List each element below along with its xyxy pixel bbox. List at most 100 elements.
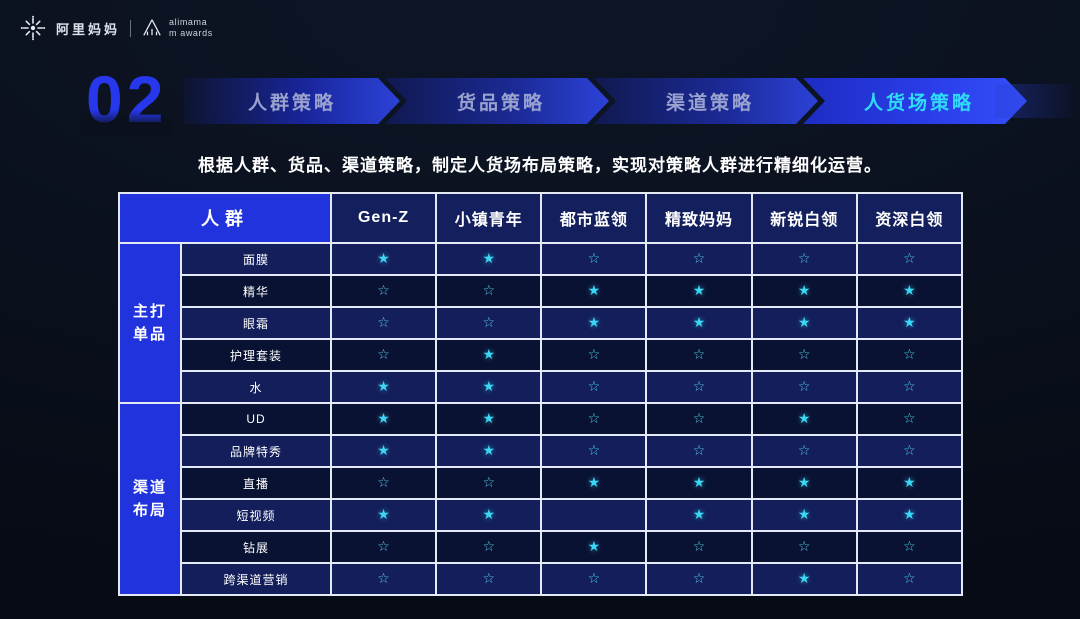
rating-star-outline: ☆ — [750, 338, 858, 372]
rating-star-outline: ☆ — [540, 562, 648, 596]
rating-star-outline: ☆ — [855, 562, 964, 596]
row-label: 面膜 — [180, 242, 332, 276]
rating-star-outline: ☆ — [855, 530, 964, 564]
rating-star-filled: ★ — [855, 274, 964, 308]
table-row: 水 ★ ★ ☆ ☆ ☆ ☆ — [119, 370, 964, 404]
rating-star-outline: ☆ — [855, 242, 964, 276]
rating-star-outline: ☆ — [750, 434, 858, 468]
row-label: 眼霜 — [180, 306, 332, 340]
rating-star-filled: ★ — [855, 498, 964, 532]
rating-star-outline: ☆ — [750, 530, 858, 564]
rating-star-outline: ☆ — [329, 338, 438, 372]
group-label: 主打单品 — [118, 242, 182, 404]
strategy-matrix: 人群 Gen-Z 小镇青年 都市蓝领 精致妈妈 新锐白领 资深白领 主打单品 面膜 ★ ★ ☆ ☆ ☆ ☆ 精… — [118, 192, 964, 596]
rating-star-outline: ☆ — [645, 370, 753, 404]
row-label: 品牌特秀 — [180, 434, 332, 468]
rating-star-filled: ★ — [750, 466, 858, 500]
rating-star-filled: ★ — [750, 562, 858, 596]
rating-star-outline: ☆ — [435, 274, 543, 308]
row-label: 短视频 — [180, 498, 332, 532]
header-col-2: 小镇青年 — [435, 192, 543, 244]
row-label: UD — [180, 402, 332, 436]
rating-star-filled: ★ — [435, 242, 543, 276]
rating-star-filled: ★ — [750, 274, 858, 308]
row-label: 跨渠道营销 — [180, 562, 332, 596]
header-col-6: 资深白领 — [855, 192, 964, 244]
strategy-table: 人群 Gen-Z 小镇青年 都市蓝领 精致妈妈 新锐白领 资深白领 主打单品 面膜 ★ ★ ☆ ☆ ☆ ☆ 精… — [118, 192, 964, 596]
m-awards-logo: alimama m awards — [141, 17, 213, 40]
rating-star-outline: ☆ — [540, 242, 648, 276]
rating-star-filled: ★ — [435, 338, 543, 372]
row-label: 钻展 — [180, 530, 332, 564]
rating-star-outline: ☆ — [329, 530, 438, 564]
table-row: 主打单品 面膜 ★ ★ ☆ ☆ ☆ ☆ — [118, 242, 964, 404]
rating-star-filled: ★ — [540, 306, 648, 340]
rating-star-outline: ☆ — [540, 338, 648, 372]
rating-star-outline: ☆ — [855, 434, 964, 468]
rating-star-outline: ☆ — [855, 402, 964, 436]
tab-audience-strategy[interactable]: 人群策略 — [184, 78, 400, 124]
rating-star-filled: ★ — [540, 530, 648, 564]
header-row: 人群 Gen-Z 小镇青年 都市蓝领 精致妈妈 新锐白领 资深白领 — [118, 192, 964, 244]
table-row: 直播 ☆ ☆ ★ ★ ★ ★ — [119, 466, 964, 500]
section-nav: 02 人群策略 货品策略 渠道策略 人货场策略 — [0, 66, 1080, 136]
m-awards-mountain-icon — [143, 19, 161, 36]
rating-star-outline: ☆ — [645, 242, 753, 276]
rating-star-outline: ☆ — [645, 402, 753, 436]
rating-star-outline: ☆ — [645, 434, 753, 468]
rating-star-outline: ☆ — [435, 562, 543, 596]
rating-star-outline: ☆ — [435, 466, 543, 500]
row-label: 直播 — [180, 466, 332, 500]
rating-star-outline: ☆ — [540, 402, 648, 436]
table-row: 护理套装 ☆ ★ ☆ ☆ ☆ ☆ — [119, 338, 964, 372]
rating-star-filled: ★ — [329, 434, 438, 468]
tab-product-strategy[interactable]: 货品策略 — [385, 78, 609, 124]
brand-bar: 阿里妈妈 alimama m awards — [20, 15, 213, 41]
table-row: 短视频 ★ ★ ★ ★ ★ — [119, 498, 964, 532]
table-row: 眼霜 ☆ ☆ ★ ★ ★ ★ — [119, 306, 964, 340]
rating-star-filled: ★ — [750, 498, 858, 532]
rating-star-filled: ★ — [329, 370, 438, 404]
rating-star-filled: ★ — [329, 498, 438, 532]
row-label: 水 — [180, 370, 332, 404]
rating-star-filled: ★ — [750, 402, 858, 436]
section-number: 02 — [79, 62, 174, 136]
rating-star-filled: ★ — [435, 370, 543, 404]
tab-people-goods-place-strategy[interactable]: 人货场策略 — [803, 78, 1027, 124]
header-col-4: 精致妈妈 — [645, 192, 753, 244]
m-awards-text: alimama m awards — [169, 16, 213, 38]
rating-star-filled: ★ — [435, 434, 543, 468]
rating-star-filled: ★ — [540, 466, 648, 500]
slide-subtitle: 根据人群、货品、渠道策略，制定人货场布局策略，实现对策略人群进行精细化运营。 — [198, 156, 882, 175]
rating-star-outline: ☆ — [435, 306, 543, 340]
rating-star-filled: ★ — [540, 274, 648, 308]
rating-star-filled: ★ — [855, 466, 964, 500]
rating-star-filled: ★ — [750, 306, 858, 340]
rating-star-filled: ★ — [645, 498, 753, 532]
row-label: 精华 — [180, 274, 332, 308]
rating-star-filled: ★ — [435, 402, 543, 436]
strategy-tabs: 人群策略 货品策略 渠道策略 人货场策略 — [184, 78, 1027, 124]
header-col-1: Gen-Z — [329, 192, 438, 244]
rating-star-filled: ★ — [329, 242, 438, 276]
rating-star-outline: ☆ — [855, 370, 964, 404]
rating-star-outline: ☆ — [329, 306, 438, 340]
rating-star-outline: ☆ — [540, 370, 648, 404]
header-col-3: 都市蓝领 — [540, 192, 648, 244]
rating-star-outline: ☆ — [329, 466, 438, 500]
rating-star-filled: ★ — [855, 306, 964, 340]
rating-star-filled: ★ — [645, 466, 753, 500]
alimama-logo-text: 阿里妈妈 — [56, 21, 121, 37]
rating-star-outline: ☆ — [750, 242, 858, 276]
rating-star-outline: ☆ — [435, 530, 543, 564]
header-col-5: 新锐白领 — [750, 192, 858, 244]
rating-star-filled: ★ — [329, 402, 438, 436]
tab-channel-strategy[interactable]: 渠道策略 — [594, 78, 818, 124]
header-audience: 人群 — [118, 192, 332, 244]
logo-divider — [130, 19, 132, 37]
rating-star-filled: ★ — [645, 274, 753, 308]
rating-star-outline: ☆ — [645, 338, 753, 372]
rating-star-filled: ★ — [645, 306, 753, 340]
rating-star-outline: ☆ — [329, 274, 438, 308]
